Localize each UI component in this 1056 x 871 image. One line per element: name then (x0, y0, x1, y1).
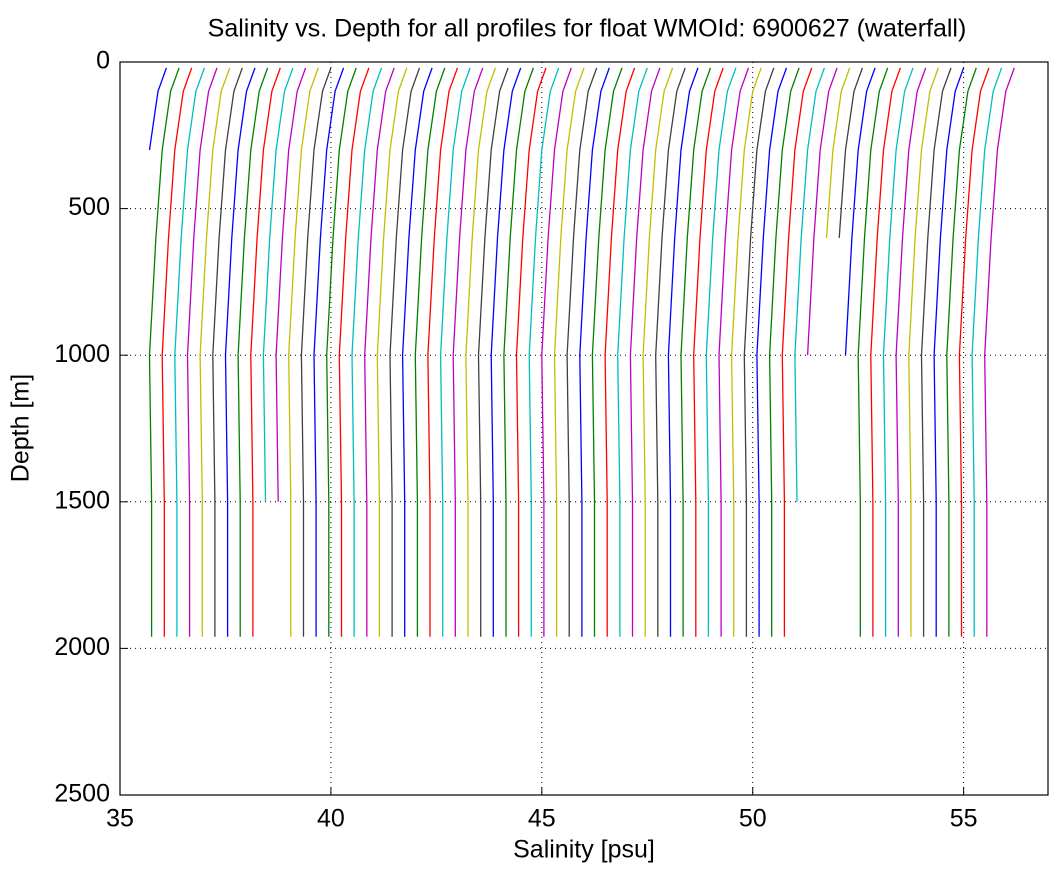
plot-area (119, 61, 1048, 796)
profile-line (275, 67, 307, 502)
x-tick-label: 35 (106, 805, 134, 833)
profile-line (427, 67, 459, 637)
profile-line (503, 67, 535, 637)
profile-line (693, 67, 724, 637)
profile-line (541, 67, 572, 637)
profile-line (389, 67, 421, 637)
profile-line (174, 67, 206, 637)
x-axis-label: Salinity [psu] (513, 836, 655, 864)
profile-line (743, 67, 775, 637)
profile-line (528, 67, 560, 637)
profile-line (376, 67, 408, 637)
y-tick-label: 2000 (54, 633, 110, 661)
profile-line (300, 67, 332, 637)
profile-line (148, 67, 180, 637)
profile-line (148, 67, 168, 151)
profile-line (908, 67, 939, 637)
profile-line (288, 67, 319, 637)
profile-line (439, 67, 471, 637)
y-axis-label: Depth [m] (7, 374, 35, 482)
profile-line (490, 67, 522, 637)
profile-line (515, 67, 547, 637)
profile-line (946, 67, 977, 637)
profile-line (224, 67, 256, 637)
profile-line (262, 67, 294, 502)
profile-line (781, 67, 813, 637)
profile-line (161, 67, 193, 637)
profile-line (250, 67, 281, 637)
profile-line (401, 67, 433, 637)
profile-line (933, 67, 965, 637)
profile-line (794, 67, 826, 502)
profile-line (895, 67, 927, 637)
y-tick-label: 1500 (54, 486, 110, 514)
profile-line (667, 67, 699, 637)
profile-line (655, 67, 686, 637)
profile-line (452, 67, 484, 637)
profile-line (680, 67, 712, 637)
profile-line (920, 67, 952, 637)
profile-line (718, 67, 750, 637)
profile-line (351, 67, 383, 637)
profile-line (870, 67, 902, 637)
profile-line (364, 67, 395, 637)
profile-line (629, 67, 661, 637)
x-tick-label: 40 (317, 805, 345, 833)
profile-line (617, 67, 648, 637)
profile-line (566, 67, 598, 637)
profile-line (553, 67, 585, 637)
x-tick-label: 55 (950, 805, 978, 833)
profile-line (414, 67, 446, 637)
profile-line (338, 67, 370, 637)
profile-line (326, 67, 357, 637)
profile-line (313, 67, 345, 637)
profile-line (705, 67, 737, 637)
chart-title: Salinity vs. Depth for all profiles for … (208, 15, 967, 43)
profile-line (642, 67, 674, 637)
profile-line (882, 67, 914, 637)
profile-line (958, 67, 990, 637)
profile-line (186, 67, 218, 637)
profile-line (604, 67, 636, 637)
profile-line (477, 67, 509, 637)
profile-line (825, 67, 851, 238)
y-tick-label: 500 (68, 193, 110, 221)
profile-line (212, 67, 243, 637)
profile-line (465, 67, 497, 637)
axes-box (119, 61, 1049, 796)
profile-line (591, 67, 623, 637)
y-tick-label: 0 (96, 47, 110, 75)
profile-line (730, 67, 762, 637)
profile-line (237, 67, 269, 637)
x-tick-label: 45 (528, 805, 556, 833)
profile-line (971, 67, 1003, 637)
y-tick-label: 1000 (54, 340, 110, 368)
profile-line (838, 67, 864, 238)
profile-line (844, 67, 876, 356)
profile-line (199, 67, 231, 637)
profile-line (768, 67, 800, 637)
profile-line (984, 67, 1015, 637)
y-tick-label: 2500 (54, 780, 110, 808)
x-tick-label: 50 (739, 805, 767, 833)
profile-line (756, 67, 788, 637)
profile-line (579, 67, 610, 637)
profile-line (806, 67, 838, 356)
profile-line (857, 67, 889, 637)
